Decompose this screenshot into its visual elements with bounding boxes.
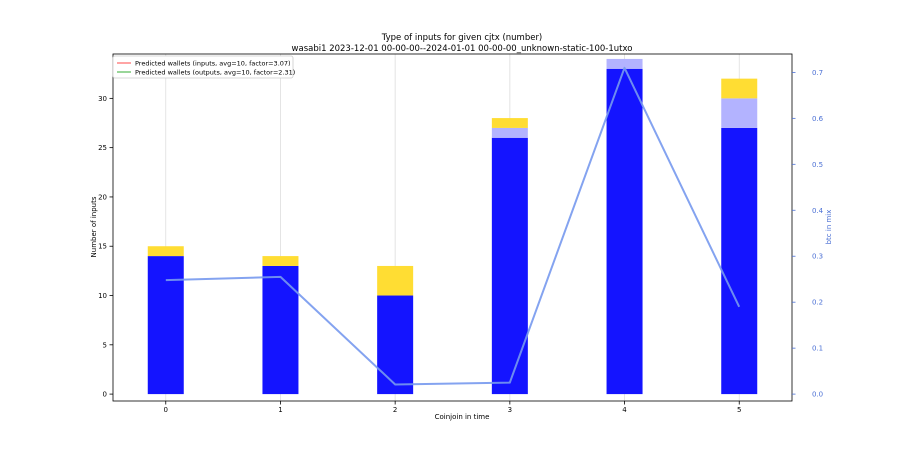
chart-subtitle: wasabi1 2023-12-01 00-00-00--2024-01-01 … [292, 44, 633, 54]
y2-tick-label-0.4: 0.4 [812, 207, 824, 215]
x-tick-label-0: 0 [164, 406, 168, 414]
bar-s2-3 [491, 127, 528, 138]
y-axis-label: Number of inputs [90, 196, 98, 257]
x-tick-label-2: 2 [393, 406, 397, 414]
bar-s3-2 [377, 265, 414, 296]
bar-s3-3 [491, 118, 528, 128]
y-tick-label-0: 0 [103, 391, 107, 399]
legend-entry-inputs: Predicted wallets (inputs, avg=10, facto… [135, 60, 291, 68]
legend-box [112, 55, 294, 79]
y-tick-label-30: 30 [98, 95, 107, 103]
y-tick-label-10: 10 [98, 292, 107, 300]
y-tick-label-5: 5 [103, 341, 107, 349]
bar-s3-5 [721, 78, 758, 99]
bar-s2-5 [721, 98, 758, 128]
x-tick-label-3: 3 [508, 406, 512, 414]
bar-s3-1 [262, 256, 299, 266]
bar-s1-5 [721, 127, 758, 395]
y2-tick-label-0.5: 0.5 [812, 161, 823, 169]
btc-line-path [165, 66, 741, 386]
y2-tick-label-0.2: 0.2 [812, 299, 823, 307]
legend: Predicted wallets (inputs, avg=10, facto… [112, 55, 295, 79]
axes [112, 53, 793, 402]
y-tick-label-20: 20 [98, 193, 107, 201]
y-tick-label-25: 25 [98, 144, 107, 152]
bars [147, 58, 758, 395]
y2-tick-label-0.3: 0.3 [812, 253, 823, 261]
bar-s1-4 [606, 68, 643, 395]
y2-axis-label: btc in mix [825, 210, 833, 245]
legend-entry-outputs: Predicted wallets (outputs, avg=10, fact… [135, 69, 295, 77]
btc-line [165, 66, 741, 386]
chart-title: Type of inputs for given cjtx (number) [381, 33, 543, 43]
y2-tick-label-0.7: 0.7 [812, 69, 823, 77]
y2-tick-label-0.0: 0.0 [812, 391, 823, 399]
bar-s3-0 [147, 246, 184, 257]
x-tick-label-1: 1 [278, 406, 282, 414]
x-axis-label: Coinjoin in time [435, 413, 490, 421]
x-tick-label-5: 5 [737, 406, 741, 414]
bar-s1-1 [262, 265, 299, 395]
y2-tick-label-0.1: 0.1 [812, 345, 823, 353]
ticks: 0 1 2 3 4 5 0 5 10 15 20 25 30 0.0 0.1 0.2 0.3 0.4 0.5 0.6 0… [98, 69, 824, 414]
y-tick-label-15: 15 [98, 243, 107, 251]
y2-tick-label-0.6: 0.6 [812, 115, 824, 123]
bar-s1-0 [147, 256, 184, 395]
bar-s1-3 [491, 137, 528, 395]
bar-s2-4 [606, 58, 643, 69]
bar-s1-2 [377, 295, 414, 395]
plot-frame [112, 53, 793, 402]
grid [165, 54, 740, 401]
x-tick-label-4: 4 [622, 406, 627, 414]
